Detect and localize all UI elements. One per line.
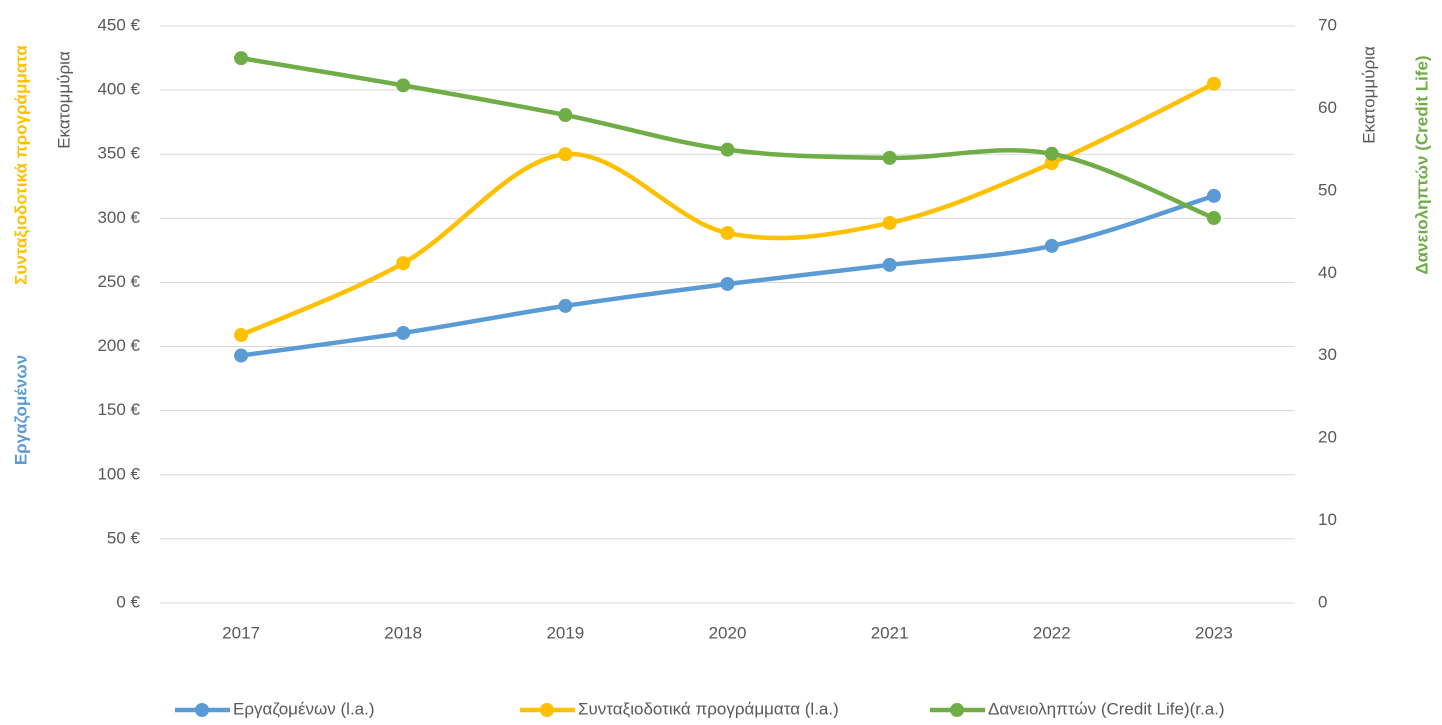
y2-tick-label: 20 — [1318, 428, 1337, 447]
x-tick-label: 2019 — [546, 623, 584, 642]
data-point — [1044, 238, 1059, 253]
y2-axis-title: Εκατομμύρια — [1359, 46, 1378, 144]
y-tick-label: 350 € — [97, 144, 140, 163]
data-point — [1044, 146, 1059, 161]
x-tick-label: 2021 — [871, 623, 909, 642]
series-line — [238, 81, 1217, 338]
legend-label: Συνταξιοδοτικά προγράμματα (l.a.) — [578, 699, 839, 718]
data-point — [396, 325, 411, 340]
y-axis-title: Συνταξιοδοτικά προγράμματα — [11, 45, 30, 285]
data-point — [882, 215, 897, 230]
y2-tick-label: 40 — [1318, 263, 1337, 282]
y2-axis-title: Δανειοληπτών (Credit Life) — [1412, 55, 1431, 274]
data-point — [396, 78, 411, 93]
data-point — [1206, 188, 1221, 203]
y-tick-label: 250 € — [97, 272, 140, 291]
legend-marker — [950, 703, 964, 717]
legend-label: Δανειοληπτών (Credit Life)(r.a.) — [988, 699, 1225, 718]
y2-tick-label: 60 — [1318, 98, 1337, 117]
y2-tick-label: 50 — [1318, 180, 1337, 199]
y-tick-label: 300 € — [97, 208, 140, 227]
x-tick-label: 2018 — [384, 623, 422, 642]
data-point — [882, 150, 897, 165]
data-point — [1206, 211, 1221, 226]
x-tick-label: 2017 — [222, 623, 260, 642]
y-tick-label: 400 € — [97, 80, 140, 99]
x-tick-label: 2022 — [1033, 623, 1071, 642]
data-point — [558, 298, 573, 313]
data-point — [558, 108, 573, 123]
data-point — [1206, 76, 1221, 91]
data-point — [558, 147, 573, 162]
y-tick-label: 100 € — [97, 464, 140, 483]
y-axis-title: Εργαζομένων — [11, 355, 30, 465]
data-point — [234, 328, 249, 343]
y-tick-label: 150 € — [97, 400, 140, 419]
data-point — [234, 348, 249, 363]
y2-tick-label: 30 — [1318, 345, 1337, 364]
y2-tick-label: 10 — [1318, 510, 1337, 529]
y2-tick-label: 70 — [1318, 15, 1337, 34]
x-tick-label: 2020 — [709, 623, 747, 642]
y-tick-label: 450 € — [97, 15, 140, 34]
data-point — [720, 225, 735, 240]
series-line — [238, 193, 1217, 358]
legend-marker — [540, 703, 554, 717]
x-tick-label: 2023 — [1195, 623, 1233, 642]
data-point — [720, 276, 735, 291]
y-tick-label: 200 € — [97, 336, 140, 355]
data-point — [234, 51, 249, 66]
legend-marker — [195, 703, 209, 717]
data-point — [396, 256, 411, 271]
data-point — [720, 142, 735, 157]
legend-label: Εργαζομένων (l.a.) — [233, 699, 375, 718]
y2-tick-label: 0 — [1318, 592, 1327, 611]
series-line — [238, 55, 1217, 221]
y-axis-title: Εκατομμύρια — [54, 51, 73, 149]
data-point — [882, 257, 897, 272]
y-tick-label: 50 € — [107, 528, 141, 547]
y-tick-label: 0 € — [116, 592, 140, 611]
